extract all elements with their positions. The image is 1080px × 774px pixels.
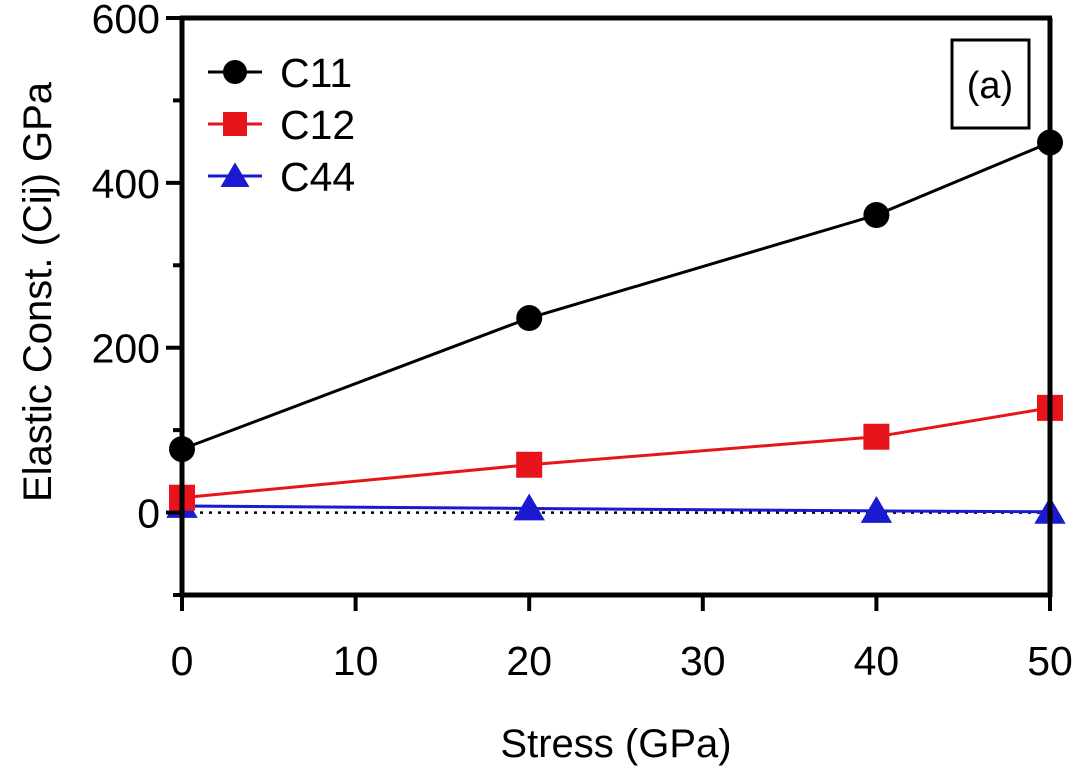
y-tick-label: 400	[92, 161, 160, 207]
panel-label-frame	[950, 38, 1031, 130]
data-point-triangle	[513, 493, 545, 521]
series-layer	[166, 129, 1066, 524]
series-c12	[169, 394, 1063, 511]
data-point-square	[516, 451, 543, 478]
series-line-c44	[181, 504, 1051, 514]
x-axis-title: Stress (GPa)	[500, 722, 731, 766]
x-tick-label: 20	[506, 638, 552, 684]
data-point-circle	[863, 202, 890, 229]
legend-label: C11	[280, 50, 352, 96]
panel-label-box: (a)	[950, 38, 1031, 130]
data-point-square	[223, 112, 247, 136]
x-tick-label: 30	[680, 638, 726, 684]
x-tick-label: 10	[333, 638, 379, 684]
legend: C11 C12 C44	[208, 50, 355, 200]
data-point-square	[863, 423, 890, 450]
y-tick-label: 200	[92, 326, 160, 372]
legend-label: C12	[280, 102, 355, 148]
series-c11	[169, 129, 1063, 463]
x-tick-label: 50	[1027, 638, 1073, 684]
x-tick-label: 40	[854, 638, 900, 684]
data-point-circle	[223, 60, 247, 84]
panel-label: (a)	[967, 65, 1013, 107]
series-line-c11	[181, 141, 1051, 451]
data-point-triangle	[220, 162, 250, 188]
legend-item-c44: C44	[208, 154, 355, 200]
legend-item-c12: C12	[208, 102, 355, 148]
x-tick-label: 0	[171, 638, 194, 684]
series-line-c12	[181, 406, 1051, 500]
legend-item-c11: C11	[208, 50, 352, 96]
ticks-layer: 0 10 20 30 40 50 0 200 400 600	[92, 0, 1073, 684]
legend-label: C44	[280, 154, 355, 200]
data-point-triangle	[860, 495, 893, 523]
y-tick-label: 600	[92, 0, 160, 42]
series-c44	[166, 491, 1066, 524]
y-axis-title: Elastic Const. (Cij) GPa	[16, 81, 60, 502]
axes-layer	[179, 15, 1053, 598]
data-point-circle	[516, 305, 543, 332]
y-tick-label: 0	[137, 491, 160, 537]
